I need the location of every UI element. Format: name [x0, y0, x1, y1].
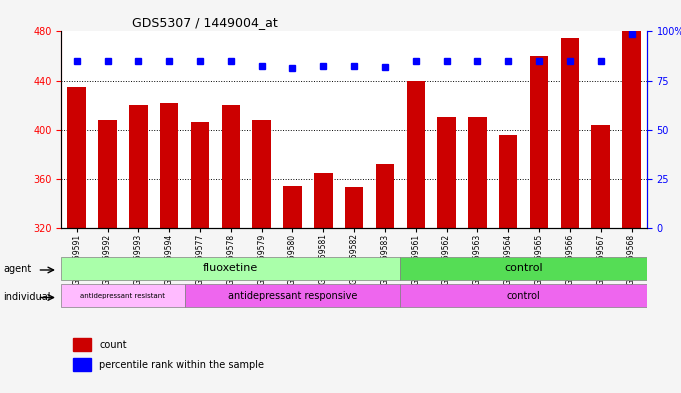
Bar: [73, 338, 91, 351]
Text: control: control: [507, 291, 541, 301]
Bar: [314, 173, 332, 228]
Bar: [73, 358, 91, 371]
Bar: [592, 125, 610, 228]
Bar: [129, 105, 148, 228]
FancyBboxPatch shape: [61, 284, 185, 307]
Bar: [160, 103, 178, 228]
Text: individual: individual: [3, 292, 51, 302]
Text: GDS5307 / 1449004_at: GDS5307 / 1449004_at: [131, 16, 277, 29]
Text: count: count: [99, 340, 127, 351]
Text: agent: agent: [3, 264, 31, 274]
FancyBboxPatch shape: [400, 257, 647, 280]
Bar: [622, 31, 641, 228]
Bar: [67, 87, 86, 228]
Text: antidepressant resistant: antidepressant resistant: [80, 293, 165, 299]
Text: control: control: [505, 263, 543, 273]
Bar: [560, 38, 579, 228]
Bar: [191, 122, 209, 228]
Bar: [407, 81, 425, 228]
Bar: [437, 118, 456, 228]
Bar: [221, 105, 240, 228]
Bar: [376, 164, 394, 228]
FancyBboxPatch shape: [185, 284, 400, 307]
FancyBboxPatch shape: [400, 284, 647, 307]
Bar: [283, 186, 302, 228]
Text: percentile rank within the sample: percentile rank within the sample: [99, 360, 264, 371]
Bar: [345, 187, 364, 228]
Bar: [468, 118, 487, 228]
Bar: [530, 56, 548, 228]
Text: fluoxetine: fluoxetine: [203, 263, 259, 273]
Bar: [98, 120, 116, 228]
Bar: [499, 134, 518, 228]
FancyBboxPatch shape: [61, 257, 400, 280]
Text: antidepressant responsive: antidepressant responsive: [227, 291, 357, 301]
Bar: [253, 120, 271, 228]
